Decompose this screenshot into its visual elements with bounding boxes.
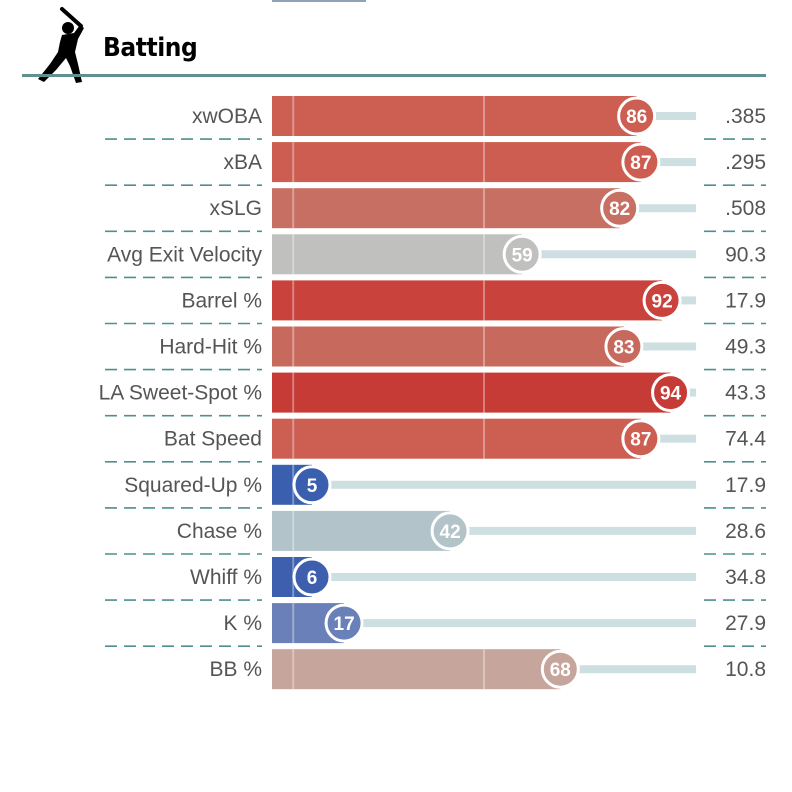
metric-value: 28.6 [725, 520, 766, 543]
percentile-value: 82 [609, 199, 630, 220]
metric-value: 27.9 [725, 612, 766, 635]
metric-label: xBA [223, 151, 262, 174]
bar-track [312, 480, 696, 489]
percentile-marker [604, 327, 644, 366]
percentile-marker [430, 511, 470, 551]
metric-label: LA Sweet-Spot % [99, 382, 262, 405]
metric-label: Barrel % [181, 289, 262, 312]
percentile-marker [642, 280, 682, 320]
percentile-marker [324, 603, 364, 643]
percentile-bar [272, 142, 641, 183]
metric-value: .508 [725, 197, 766, 220]
percentile-bar [272, 96, 637, 136]
percentile-value: 6 [307, 568, 318, 589]
metric-label: Bat Speed [164, 428, 262, 451]
percentile-bar [272, 649, 561, 690]
bar-track [636, 112, 696, 120]
percentile-marker [621, 142, 661, 182]
metric-label: BB % [209, 658, 262, 681]
percentile-value: 94 [660, 384, 682, 405]
bar-track [619, 204, 696, 213]
percentile-bar [272, 234, 523, 275]
percentile-bar [272, 326, 624, 367]
metric-label: xwOBA [192, 105, 262, 128]
metric-label: K % [223, 612, 262, 635]
percentile-marker [540, 649, 580, 689]
percentile-bar [272, 510, 451, 551]
percentile-value: 59 [512, 245, 533, 266]
batter-silhouette-icon [38, 7, 84, 83]
top-edge-stub [272, 0, 366, 2]
percentile-marker [600, 188, 640, 228]
percentile-value: 68 [550, 660, 571, 681]
percentile-marker [651, 373, 691, 413]
percentile-value: 5 [307, 476, 318, 497]
metric-value: 17.9 [725, 289, 766, 312]
percentile-bar [272, 188, 620, 229]
metric-label: xSLG [209, 197, 262, 220]
bar-track [450, 526, 696, 535]
bar-track [623, 342, 696, 351]
percentile-marker [292, 465, 332, 505]
metric-value: .295 [725, 151, 766, 174]
metric-value: 74.4 [725, 428, 766, 451]
metric-label: Whiff % [190, 566, 262, 589]
bar-track [312, 573, 696, 581]
percentile-bar [272, 372, 671, 413]
percentile-value: 87 [630, 430, 651, 451]
metric-value: 49.3 [725, 336, 766, 359]
percentile-bar [272, 280, 663, 321]
percentile-value: 87 [630, 153, 651, 174]
metric-label: Hard-Hit % [159, 336, 262, 359]
percentile-value: 86 [626, 107, 647, 128]
bar-track [344, 619, 696, 628]
metric-value: 17.9 [725, 474, 766, 497]
metric-value: 10.8 [725, 658, 766, 681]
metric-value: 34.8 [725, 566, 766, 589]
percentile-marker [621, 419, 661, 459]
metric-label: Avg Exit Velocity [107, 243, 262, 266]
metric-label: Squared-Up % [124, 474, 262, 497]
percentile-marker [292, 557, 332, 597]
section-header: Batting [0, 0, 792, 83]
bar-track [560, 665, 696, 674]
section-title: Batting [103, 33, 198, 63]
metric-value: .385 [725, 105, 766, 128]
percentile-value: 92 [652, 291, 673, 312]
header-divider [22, 74, 766, 77]
percentile-value: 17 [334, 614, 355, 635]
metric-value: 90.3 [725, 243, 766, 266]
percentile-bar [272, 418, 641, 459]
bar-track [522, 250, 696, 259]
percentile-value: 83 [613, 338, 634, 359]
metric-label: Chase % [177, 520, 262, 543]
percentile-marker [617, 96, 657, 136]
percentile-marker [502, 234, 542, 274]
bar-track [640, 434, 696, 443]
bar-track [640, 158, 696, 167]
percentile-value: 42 [440, 522, 461, 543]
metric-value: 43.3 [725, 382, 766, 405]
